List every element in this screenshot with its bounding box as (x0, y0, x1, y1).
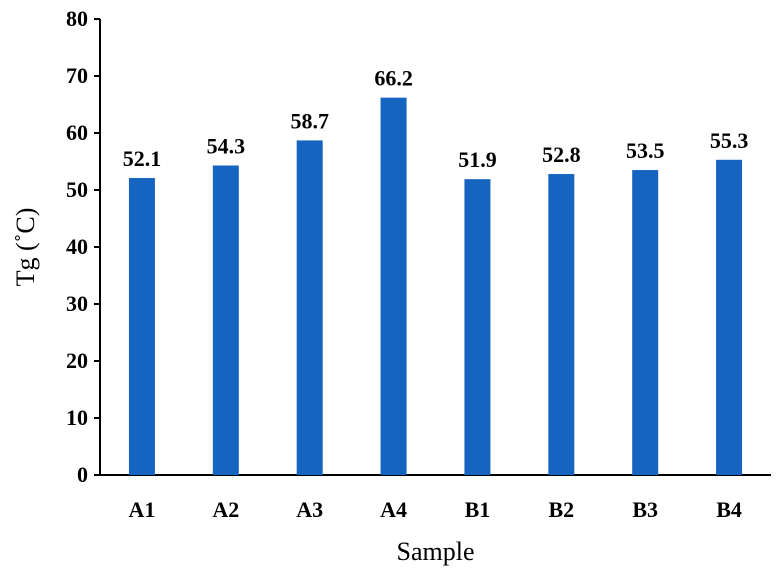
x-tick-label: B2 (548, 497, 574, 522)
y-axis-ticks: 0 10 20 30 40 50 60 70 80 (66, 6, 100, 487)
x-tick-label: A2 (212, 497, 239, 522)
x-tick-label: A3 (296, 497, 323, 522)
y-tick-label: 40 (66, 234, 88, 259)
x-axis-title: Sample (397, 537, 475, 566)
x-tick-label: A1 (128, 497, 155, 522)
data-label-a1: 52.1 (123, 146, 162, 171)
x-axis-ticks: A1 A2 A3 A4 B1 B2 B3 B4 (128, 497, 741, 522)
data-label-b3: 53.5 (626, 138, 665, 163)
bar-b1 (464, 179, 491, 476)
y-tick-label: 70 (66, 63, 88, 88)
y-tick-label: 0 (77, 462, 88, 487)
y-tick-label: 50 (66, 177, 88, 202)
data-labels: 52.1 54.3 58.7 66.2 51.9 52.8 53.5 55.3 (123, 66, 749, 173)
y-axis-title: Tg (˚C) (11, 208, 40, 287)
bars (128, 97, 743, 476)
y-tick-label: 20 (66, 348, 88, 373)
data-label-b2: 52.8 (542, 142, 581, 167)
x-tick-label: B4 (716, 497, 742, 522)
data-label-b1: 51.9 (458, 147, 497, 172)
bar-b4 (716, 159, 743, 476)
bar-a2 (212, 165, 239, 476)
y-tick-label: 60 (66, 120, 88, 145)
data-label-b4: 55.3 (710, 128, 749, 153)
axes (99, 19, 771, 476)
bar-a3 (296, 140, 323, 475)
y-tick-label: 10 (66, 405, 88, 430)
bar-b3 (632, 170, 659, 476)
y-tick-label: 80 (66, 6, 88, 31)
bar-a1 (128, 178, 155, 475)
data-label-a4: 66.2 (374, 66, 413, 91)
data-label-a3: 58.7 (290, 108, 329, 133)
y-tick-label: 30 (66, 291, 88, 316)
data-label-a2: 54.3 (207, 133, 246, 158)
bar-b2 (548, 174, 575, 476)
x-tick-label: B1 (465, 497, 491, 522)
x-tick-label: A4 (380, 497, 407, 522)
x-tick-label: B3 (632, 497, 658, 522)
bar-a4 (380, 97, 407, 475)
